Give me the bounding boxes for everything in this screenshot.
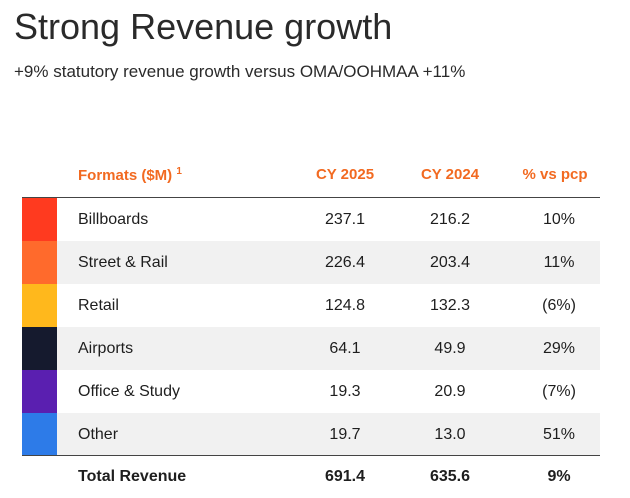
total-label: Total Revenue: [78, 468, 187, 485]
color-swatch: [22, 327, 57, 370]
column-header: Formats ($M) 1: [78, 166, 182, 184]
value-cell: (6%): [542, 297, 576, 314]
value-cell: 13.0: [434, 426, 466, 443]
format-label: Billboards: [78, 211, 149, 228]
format-label: Street & Rail: [78, 254, 168, 271]
color-swatch: [22, 198, 57, 241]
color-swatch: [22, 370, 57, 413]
value-cell: 124.8: [324, 297, 366, 314]
value-cell: 11%: [543, 254, 575, 271]
value-cell: 10%: [542, 211, 576, 228]
value-cell: 19.3: [329, 383, 361, 400]
table-row: Retail 124.8 132.3 (6%): [22, 284, 600, 327]
format-label: Office & Study: [78, 383, 180, 400]
total-cell: 691.4: [324, 468, 366, 485]
column-header-text: Formats ($M): [78, 167, 173, 184]
row-background: [57, 413, 600, 456]
table-row: Other 19.7 13.0 51%: [22, 413, 600, 456]
row-background: [57, 327, 600, 370]
table-row: Office & Study 19.3 20.9 (7%): [22, 370, 600, 413]
color-swatch: [22, 284, 57, 327]
total-row: Total Revenue 691.4 635.6 9%: [22, 455, 600, 498]
value-cell: 49.9: [434, 340, 466, 357]
value-cell: 19.7: [329, 426, 361, 443]
footnote-mark: 1: [176, 166, 182, 177]
color-swatch: [22, 241, 57, 284]
total-cell: 635.6: [429, 468, 471, 485]
value-cell: (7%): [542, 383, 576, 400]
column-header: % vs pcp: [522, 166, 588, 183]
subtitle: +9% statutory revenue growth versus OMA/…: [14, 62, 466, 81]
value-cell: 64.1: [329, 340, 361, 357]
value-cell: 237.1: [324, 211, 366, 228]
value-cell: 20.9: [434, 383, 466, 400]
value-cell: 29%: [542, 340, 576, 357]
value-cell: 226.4: [324, 254, 366, 271]
total-cell: 9%: [547, 468, 571, 485]
value-cell: 51%: [542, 426, 576, 443]
table-row: Billboards 237.1 216.2 10%: [22, 198, 600, 241]
value-cell: 132.3: [429, 297, 471, 314]
rule: [22, 197, 600, 198]
value-cell: 216.2: [429, 211, 471, 228]
column-header: CY 2024: [420, 166, 480, 183]
table-row: Street & Rail 226.4 203.4 11%: [22, 241, 600, 284]
format-label: Airports: [78, 340, 134, 357]
rule: [22, 455, 600, 456]
format-label: Other: [78, 426, 119, 443]
value-cell: 203.4: [429, 254, 471, 271]
table-row: Airports 64.1 49.9 29%: [22, 327, 600, 370]
title: Strong Revenue growth: [14, 6, 393, 47]
column-header: CY 2025: [315, 166, 375, 183]
color-swatch: [22, 413, 57, 456]
row-background: [57, 241, 600, 284]
format-label: Retail: [78, 297, 119, 314]
